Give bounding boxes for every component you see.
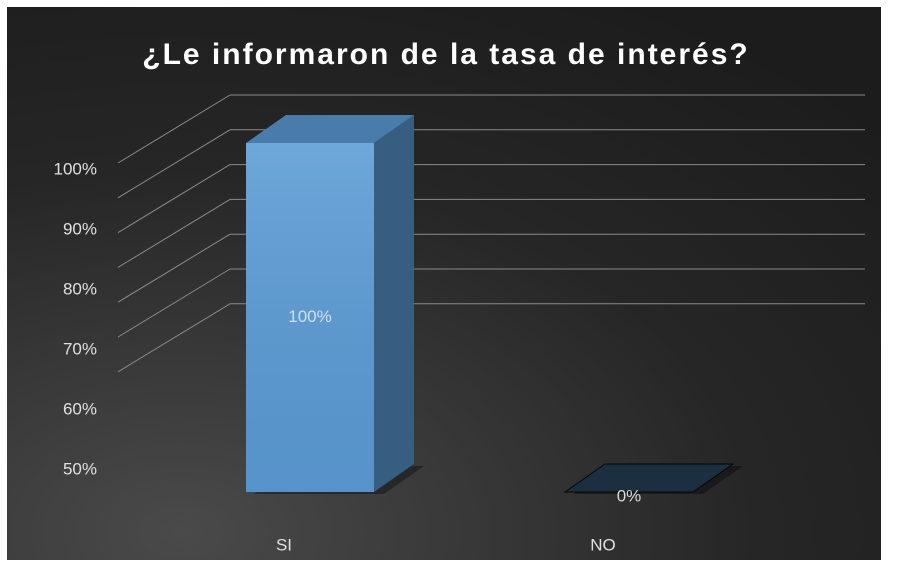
- grid-line-side: [117, 198, 231, 268]
- data-label: 0%: [617, 486, 642, 505]
- grid-line-side: [117, 164, 231, 234]
- y-tick-label: 90%: [63, 219, 97, 238]
- data-label: 100%: [288, 307, 331, 326]
- plot-area: 40% 50% 60% 70% 80% 90% 100% 100% 0%: [54, 94, 865, 538]
- bar-top: [246, 115, 414, 143]
- y-tick-label: 50%: [63, 459, 97, 478]
- y-tick-label: 70%: [63, 339, 97, 358]
- bar-top: [563, 463, 735, 493]
- bar-side: [374, 115, 414, 492]
- x-tick-label: SI: [276, 535, 292, 554]
- grid-line-side: [117, 94, 231, 164]
- grid-line-side: [117, 303, 231, 373]
- y-tick-label: 40%: [63, 519, 97, 538]
- y-tick-label: 60%: [63, 399, 97, 418]
- y-tick-label: 100%: [54, 159, 97, 178]
- grid-line-side: [117, 268, 231, 338]
- chart-title: ¿Le informaron de la tasa de interés?: [142, 38, 749, 71]
- bar-highlight: [246, 143, 374, 492]
- x-tick-label: NO: [590, 535, 616, 554]
- grid-line-side: [117, 129, 231, 199]
- grid-line-side: [117, 233, 231, 303]
- chart-background: [7, 7, 881, 560]
- y-tick-label: 80%: [63, 279, 97, 298]
